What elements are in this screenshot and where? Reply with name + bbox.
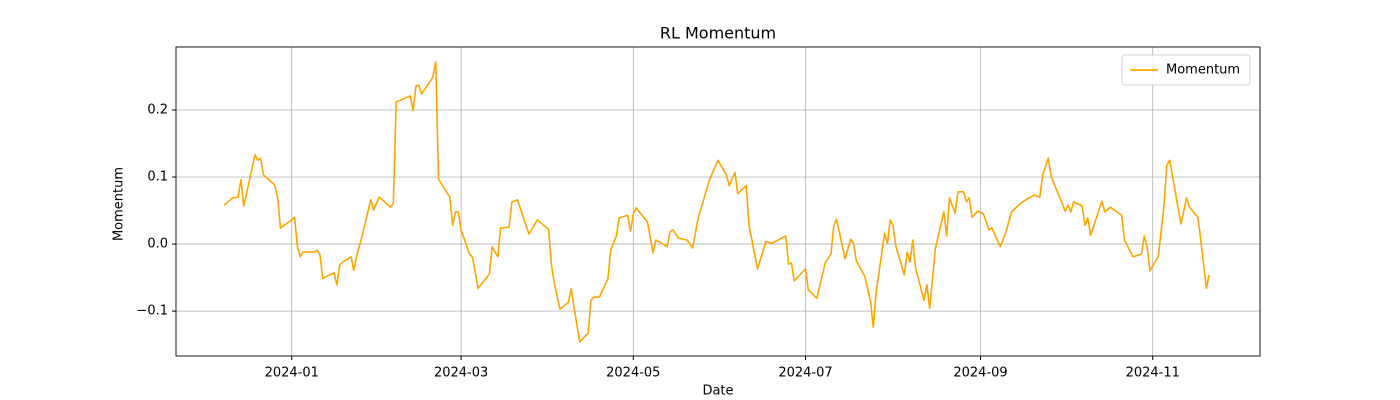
x-tick-label: 2024-09 (953, 366, 1007, 381)
x-tick-label: 2024-11 (1126, 366, 1180, 381)
x-tick-label: 2024-05 (606, 366, 660, 381)
y-tick-label: −0.1 (136, 304, 168, 319)
chart-title: RL Momentum (660, 24, 776, 43)
legend-label: Momentum (1166, 63, 1240, 78)
plot-frame (175, 46, 1261, 357)
y-tick-label: 0.1 (147, 170, 168, 185)
x-tick-label: 2024-03 (434, 366, 488, 381)
line (223, 60, 1210, 343)
x-tick-label: 2024-07 (778, 366, 832, 381)
y-tick-label: 0.2 (147, 103, 168, 118)
x-tick-label: 2024-01 (265, 366, 319, 381)
y-tick-label: 0.0 (147, 237, 168, 252)
y-axis-label: Momentum (112, 167, 127, 241)
legend-box (1121, 54, 1251, 86)
x-axis-label: Date (702, 384, 733, 399)
